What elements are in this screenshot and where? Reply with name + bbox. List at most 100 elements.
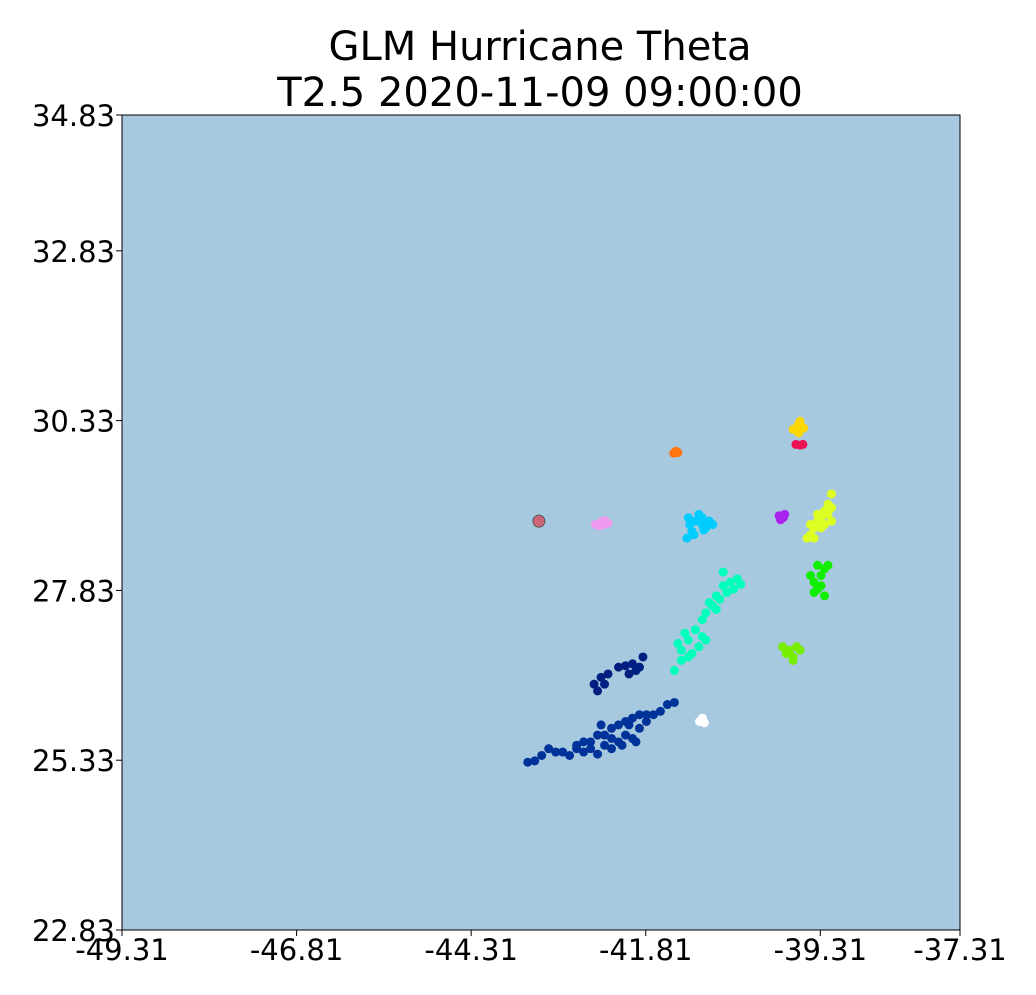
data-point-cluster-3 xyxy=(598,520,608,530)
data-point-cluster-6 xyxy=(704,598,714,608)
data-point-cluster-0 xyxy=(789,424,799,434)
data-point-cluster-6 xyxy=(683,635,693,645)
chart-subtitle: T2.5 2020-11-09 09:00:00 xyxy=(277,70,803,116)
data-point-cluster-6 xyxy=(711,604,721,614)
data-point-cluster-5 xyxy=(699,525,709,535)
data-point-cluster-6 xyxy=(701,608,711,618)
data-point-cluster-12 xyxy=(641,716,651,726)
data-point-cluster-12 xyxy=(617,740,627,750)
data-point-cluster-12 xyxy=(586,737,596,747)
data-point-cluster-12 xyxy=(631,737,641,747)
data-point-cluster-12 xyxy=(593,749,603,759)
data-point-cluster-12 xyxy=(537,750,547,760)
data-point-cluster-12 xyxy=(586,744,596,754)
y-tick-label: 32.83 xyxy=(32,235,115,269)
data-point-cluster-9 xyxy=(795,645,805,655)
data-point-cluster-6 xyxy=(673,638,683,648)
x-axis-ticks: -49.31 -46.81 -44.31 -41.81 -39.31 -37.31 xyxy=(75,930,1007,967)
data-point-cluster-12 xyxy=(641,710,651,720)
data-point-cluster-12 xyxy=(669,697,679,707)
data-point-cluster-12 xyxy=(662,700,672,710)
data-point-cluster-11 xyxy=(638,652,648,662)
data-point-cluster-5 xyxy=(708,520,718,530)
data-point-cluster-7 xyxy=(806,520,816,530)
data-point-cluster-0 xyxy=(799,423,809,433)
data-point-cluster-8 xyxy=(806,570,816,580)
data-point-cluster-6 xyxy=(725,577,735,587)
data-point-cluster-12 xyxy=(565,750,575,760)
data-point-cluster-7 xyxy=(823,509,833,519)
data-point-cluster-8 xyxy=(816,581,826,591)
chart-title: GLM Hurricane Theta xyxy=(328,24,752,70)
data-point-cluster-7 xyxy=(820,520,830,530)
data-point-cluster-6 xyxy=(676,645,686,655)
data-point-cluster-7 xyxy=(802,533,812,543)
data-point-cluster-5 xyxy=(685,520,695,530)
data-point-cluster-12 xyxy=(593,730,603,740)
data-point-cluster-6 xyxy=(680,628,690,638)
data-point-cluster-6 xyxy=(722,587,732,597)
data-point-cluster-8 xyxy=(813,560,823,570)
x-tick-label: -46.81 xyxy=(250,933,344,967)
storm-center-marker xyxy=(532,514,546,528)
data-point-cluster-12 xyxy=(655,706,665,716)
data-point-cluster-12 xyxy=(607,723,617,733)
data-point-cluster-6 xyxy=(697,615,707,625)
y-tick-label: 34.83 xyxy=(32,99,115,133)
data-point-cluster-9 xyxy=(788,655,798,665)
data-point-cluster-11 xyxy=(589,679,599,689)
data-point-cluster-12 xyxy=(620,730,630,740)
data-point-cluster-12 xyxy=(600,730,610,740)
data-point-cluster-8 xyxy=(809,577,819,587)
data-point-cluster-8 xyxy=(820,591,830,601)
data-point-cluster-7 xyxy=(809,533,819,543)
data-point-cluster-11 xyxy=(593,686,603,696)
data-point-cluster-12 xyxy=(572,740,582,750)
x-tick-label: -37.31 xyxy=(913,933,1007,967)
data-point-cluster-12 xyxy=(607,733,617,743)
x-tick-label: -49.31 xyxy=(75,933,169,967)
y-tick-label: 22.83 xyxy=(32,914,115,948)
data-point-cluster-8 xyxy=(809,587,819,597)
data-point-cluster-11 xyxy=(600,679,610,689)
data-point-cluster-7 xyxy=(827,489,837,499)
data-point-cluster-11 xyxy=(624,669,634,679)
y-axis-ticks: 34.83 32.83 30.33 27.83 25.33 22.83 xyxy=(32,99,122,948)
data-point-cluster-7 xyxy=(813,509,823,519)
data-point-cluster-6 xyxy=(676,655,686,665)
data-point-cluster-6 xyxy=(729,584,739,594)
data-point-cluster-10 xyxy=(695,716,705,726)
x-tick-label: -41.81 xyxy=(599,933,693,967)
data-point-cluster-7 xyxy=(827,516,837,526)
data-point-cluster-5 xyxy=(689,530,699,540)
data-point-cluster-6 xyxy=(718,581,728,591)
y-tick-label: 30.33 xyxy=(32,405,115,439)
x-tick-label: -44.31 xyxy=(424,933,518,967)
data-point-cluster-1 xyxy=(798,439,808,449)
data-point-cluster-12 xyxy=(551,747,561,757)
data-point-cluster-6 xyxy=(718,567,728,577)
data-point-cluster-12 xyxy=(558,747,568,757)
data-point-cluster-0 xyxy=(795,416,805,426)
data-point-cluster-11 xyxy=(620,661,630,671)
data-point-cluster-6 xyxy=(701,635,711,645)
y-tick-label: 27.83 xyxy=(32,574,115,608)
data-point-cluster-11 xyxy=(596,672,606,682)
data-point-cluster-6 xyxy=(732,574,742,584)
data-point-cluster-5 xyxy=(697,513,707,523)
data-point-cluster-12 xyxy=(596,720,606,730)
data-point-cluster-11 xyxy=(627,659,637,669)
data-point-cluster-12 xyxy=(544,744,554,754)
data-point-cluster-12 xyxy=(624,720,634,730)
data-point-cluster-12 xyxy=(634,710,644,720)
x-tick-label: -39.31 xyxy=(774,933,868,967)
data-point-cluster-12 xyxy=(648,710,658,720)
y-tick-label: 25.33 xyxy=(32,744,115,778)
data-point-cluster-9 xyxy=(781,649,791,659)
data-point-cluster-11 xyxy=(631,666,641,676)
data-point-cluster-12 xyxy=(530,756,540,766)
data-point-cluster-11 xyxy=(603,669,613,679)
data-point-cluster-8 xyxy=(816,570,826,580)
data-point-cluster-6 xyxy=(669,666,679,676)
data-point-cluster-5 xyxy=(682,533,692,543)
